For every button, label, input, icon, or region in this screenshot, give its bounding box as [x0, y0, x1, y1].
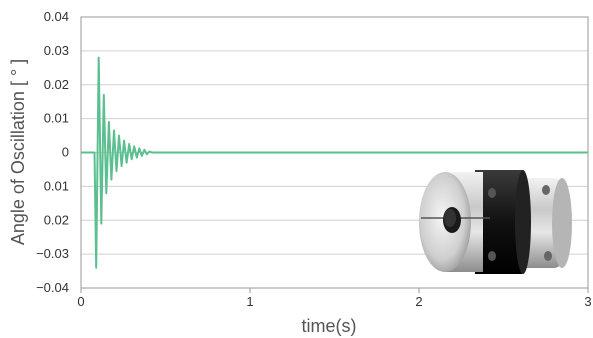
x-tick-label: 1 [246, 294, 253, 309]
y-tick-label: −0.04 [36, 280, 69, 295]
x-axis-title: time(s) [302, 316, 357, 336]
series-layer [81, 56, 588, 269]
y-tick-label: 0.01 [44, 111, 69, 126]
x-tick-labels: 0 1 2 3 [77, 288, 592, 309]
y-tick-label: −0.03 [36, 246, 69, 261]
y-tick-label: 0.04 [44, 9, 69, 24]
y-axis-title: Angle of Oscillation [ ° ] [8, 59, 28, 245]
y-tick-label: 0.03 [44, 43, 69, 58]
y-tick-label: 0.01 [44, 178, 69, 193]
x-tick-label: 0 [77, 294, 84, 309]
y-tick-label: 0.02 [44, 212, 69, 227]
y-tick-labels: 0.04 0.03 0.02 0.01 0 0.01 0.02 −0.03 −0.04 [36, 9, 69, 295]
x-tick-label: 2 [415, 294, 422, 309]
series-line-0 [81, 56, 588, 269]
y-tick-label: 0 [62, 145, 69, 160]
coupling-product-photo [419, 170, 572, 274]
x-tick-label: 3 [584, 294, 591, 309]
y-tick-label: 0.02 [44, 77, 69, 92]
